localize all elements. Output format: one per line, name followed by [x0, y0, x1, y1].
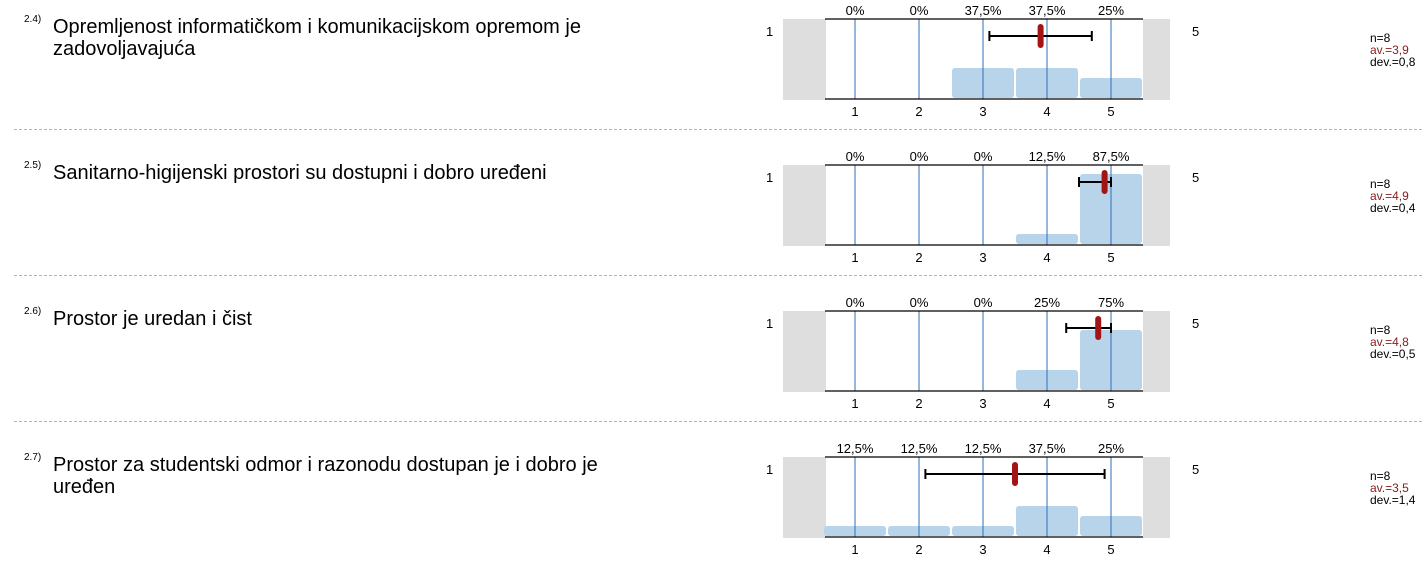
- distribution-chart: 12,5% 12,5% 12,5% 37,5% 25% 1 2 3 4 5: [783, 441, 1170, 556]
- question-block: 2.7) Prostor za studentski odmor i razono…: [0, 438, 1422, 584]
- category-label: 5: [1107, 104, 1114, 118]
- percent-label: 25%: [1034, 295, 1060, 310]
- stat-average: av.=3,5: [1370, 481, 1409, 495]
- category-label: 1: [851, 250, 858, 264]
- category-label: 1: [851, 396, 858, 410]
- percent-label: 75%: [1098, 295, 1124, 310]
- percent-label: 37,5%: [1029, 3, 1066, 18]
- stats: n=8 av.=3,5 dev.=1,4: [1370, 470, 1415, 506]
- question-block: 2.5) Sanitarno-higijenski prostori su dos…: [0, 146, 1422, 292]
- section-separator: [14, 275, 1422, 276]
- category-label: 2: [915, 396, 922, 410]
- distribution-chart: 0% 0% 37,5% 37,5% 25% 1 2 3 4 5: [783, 3, 1170, 118]
- percent-label: 0%: [910, 3, 929, 18]
- stat-average: av.=4,9: [1370, 189, 1409, 203]
- section-separator: [14, 421, 1422, 422]
- percent-label: 25%: [1098, 3, 1124, 18]
- distribution-chart: 0% 0% 0% 25% 75% 1 2 3 4 5: [783, 295, 1170, 410]
- category-label: 5: [1107, 250, 1114, 264]
- category-label: 3: [979, 250, 986, 264]
- category-label: 1: [851, 104, 858, 118]
- question-text: Opremljenost informatičkom i komunikacij…: [53, 16, 581, 60]
- stat-n: n=8: [1370, 31, 1391, 45]
- category-label: 2: [915, 542, 922, 556]
- percent-label: 0%: [910, 149, 929, 164]
- category-label: 5: [1107, 542, 1114, 556]
- question-text: Sanitarno-higijenski prostori su dostupn…: [53, 162, 547, 184]
- scale-high-box: [1143, 311, 1170, 392]
- scale-high-label: 5: [1192, 170, 1200, 185]
- percent-label: 0%: [846, 295, 865, 310]
- mean-marker: [1012, 462, 1018, 486]
- scale-high-box: [1143, 457, 1170, 538]
- category-label: 3: [979, 396, 986, 410]
- percent-label: 12,5%: [901, 441, 938, 456]
- question-number: 2.6): [24, 306, 42, 317]
- percent-label: 12,5%: [837, 441, 874, 456]
- percent-label: 37,5%: [1029, 441, 1066, 456]
- category-label: 4: [1043, 104, 1050, 118]
- percent-label: 25%: [1098, 441, 1124, 456]
- percent-label: 0%: [846, 3, 865, 18]
- percent-label: 0%: [910, 295, 929, 310]
- stat-deviation: dev.=0,4: [1370, 201, 1416, 215]
- percent-label: 0%: [974, 295, 993, 310]
- category-label: 5: [1107, 396, 1114, 410]
- question-number: 2.4): [24, 14, 42, 25]
- stats: n=8 av.=4,8 dev.=0,5: [1370, 324, 1415, 360]
- scale-low-box: [783, 19, 826, 100]
- category-label: 4: [1043, 396, 1050, 410]
- percent-label: 0%: [846, 149, 865, 164]
- question-text: Prostor za studentski odmor i razonodu d…: [53, 454, 598, 498]
- category-label: 1: [851, 542, 858, 556]
- stat-n: n=8: [1370, 323, 1391, 337]
- stat-deviation: dev.=0,5: [1370, 347, 1416, 361]
- scale-high-label: 5: [1192, 316, 1200, 331]
- question-number: 2.5): [24, 160, 42, 171]
- percent-label: 12,5%: [1029, 149, 1066, 164]
- percent-label: 12,5%: [965, 441, 1002, 456]
- question-text: Prostor je uredan i čist: [53, 308, 252, 330]
- scale-high-box: [1143, 165, 1170, 246]
- mean-marker: [1101, 170, 1108, 194]
- scale-low-box: [783, 457, 826, 538]
- percent-label: 87,5%: [1093, 149, 1130, 164]
- question-block: 2.6) Prostor je uredan i čist 1 5 n=8 av.=4,8…: [0, 292, 1422, 438]
- section-separator: [14, 129, 1422, 130]
- scale-low-box: [783, 165, 826, 246]
- question-block: 2.4) Opremljenost informatičkom i komunik…: [0, 0, 1422, 146]
- percent-label: 0%: [974, 149, 993, 164]
- scale-low-label: 1: [766, 462, 774, 477]
- stat-deviation: dev.=1,4: [1370, 493, 1416, 507]
- stat-n: n=8: [1370, 177, 1391, 191]
- category-label: 2: [915, 104, 922, 118]
- category-label: 4: [1043, 542, 1050, 556]
- scale-low-label: 1: [766, 316, 774, 331]
- stat-n: n=8: [1370, 469, 1391, 483]
- category-label: 3: [979, 104, 986, 118]
- scale-low-label: 1: [766, 24, 774, 39]
- distribution-chart: 0% 0% 0% 12,5% 87,5% 1 2 3 4 5: [783, 149, 1170, 264]
- stats: n=8 av.=3,9 dev.=0,8: [1370, 32, 1415, 68]
- question-number: 2.7): [24, 452, 42, 463]
- stat-average: av.=3,9: [1370, 43, 1409, 57]
- scale-high-label: 5: [1192, 462, 1200, 477]
- stat-deviation: dev.=0,8: [1370, 55, 1416, 69]
- category-label: 4: [1043, 250, 1050, 264]
- mean-marker: [1095, 316, 1102, 340]
- stats: n=8 av.=4,9 dev.=0,4: [1370, 178, 1415, 214]
- mean-marker: [1037, 24, 1044, 48]
- scale-high-label: 5: [1192, 24, 1200, 39]
- category-label: 2: [915, 250, 922, 264]
- stat-average: av.=4,8: [1370, 335, 1409, 349]
- percent-label: 37,5%: [965, 3, 1002, 18]
- scale-low-box: [783, 311, 826, 392]
- scale-high-box: [1143, 19, 1170, 100]
- scale-low-label: 1: [766, 170, 774, 185]
- category-label: 3: [979, 542, 986, 556]
